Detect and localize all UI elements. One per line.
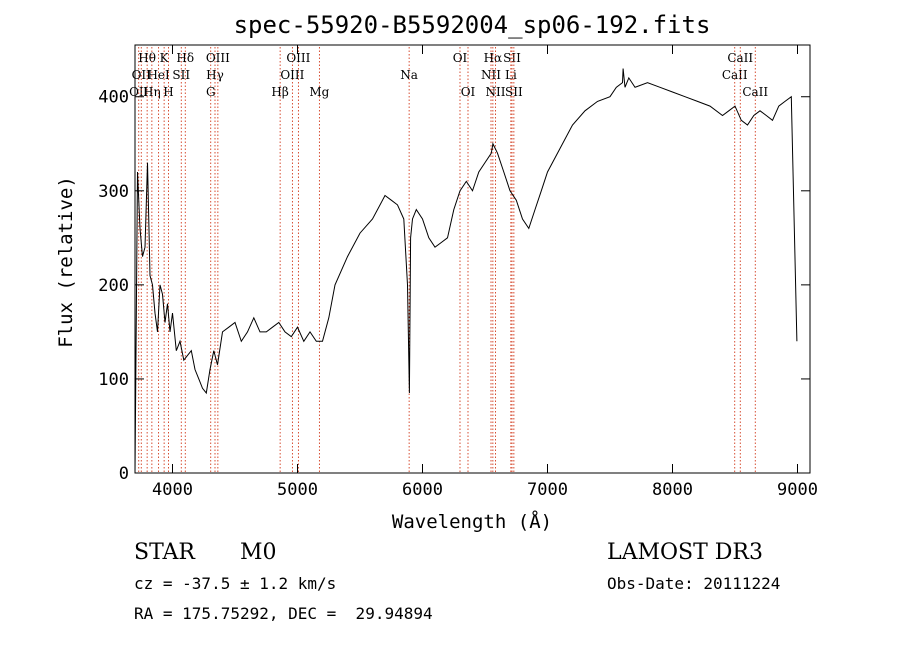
line-marker-label: Mg xyxy=(309,85,329,99)
x-axis-label: Wavelength (Å) xyxy=(392,510,552,533)
line-marker-label: OIII xyxy=(286,51,310,65)
obs-date-text: Obs-Date: 20111224 xyxy=(607,574,781,593)
line-marker-label: NII xyxy=(486,85,506,99)
plot-frame xyxy=(134,44,811,474)
line-marker-label: OII xyxy=(132,68,152,82)
line-marker-label: SII xyxy=(505,85,523,99)
x-tick-label: 6000 xyxy=(402,480,443,500)
y-tick-label: 200 xyxy=(98,276,129,296)
line-marker-label: OI xyxy=(461,85,476,99)
object-class: STAR xyxy=(134,540,195,565)
line-markers: OII OII Hθ Hη HeI K H SII Hδ G Hγ OIII Hβ OIII OIII Mg N… xyxy=(129,47,768,473)
line-marker-label: Hβ xyxy=(271,85,288,99)
line-marker-label: Hδ xyxy=(176,51,194,65)
y-tick-label: 400 xyxy=(98,88,129,108)
line-marker-label: CaII xyxy=(727,51,753,65)
object-subclass: M0 xyxy=(240,540,277,565)
line-marker-label: Na xyxy=(400,68,418,82)
x-tick-label: 8000 xyxy=(652,480,693,500)
line-marker-label: Hθ xyxy=(138,51,156,65)
redshift-text: cz = -37.5 ± 1.2 km/s xyxy=(134,574,337,593)
x-tick-label: 7000 xyxy=(527,480,568,500)
line-marker-label: OIII xyxy=(280,68,304,82)
x-tick-label: 5000 xyxy=(277,480,318,500)
y-axis-label: Flux (relative) xyxy=(55,176,77,348)
survey-name: LAMOST DR3 xyxy=(607,540,763,565)
y-tick-label: 100 xyxy=(98,370,129,390)
spectrum-line xyxy=(134,68,798,474)
ra-dec-text: RA = 175.75292, DEC = 29.94894 xyxy=(134,604,433,623)
line-marker-label: H xyxy=(163,85,173,99)
line-marker-label: OIII xyxy=(206,51,230,65)
line-marker-label: NII xyxy=(481,68,501,82)
line-marker-label: CaII xyxy=(722,68,748,82)
tick-group: 4000 5000 6000 7000 8000 9000 0 100 200 300 400 xyxy=(98,45,818,500)
line-marker-label: CaII xyxy=(742,85,768,99)
line-marker-label: HeI xyxy=(147,68,170,82)
line-marker-label: OII xyxy=(129,85,149,99)
line-marker-label: K xyxy=(160,51,170,65)
x-tick-label: 4000 xyxy=(152,480,193,500)
chart-title: spec-55920-B5592004_sp06-192.fits xyxy=(234,11,711,39)
line-marker-label: Hη xyxy=(143,85,161,99)
line-marker-label: SII xyxy=(172,68,190,82)
line-marker-label: SII xyxy=(503,51,521,65)
line-marker-label: Li xyxy=(505,68,517,82)
line-marker-label: G xyxy=(206,85,216,99)
line-marker-label: OI xyxy=(453,51,468,65)
series-group xyxy=(134,68,798,474)
line-marker-label: Hγ xyxy=(206,68,224,82)
line-marker-label: Hα xyxy=(484,51,503,65)
y-tick-label: 300 xyxy=(98,182,129,202)
y-tick-label: 0 xyxy=(119,464,129,484)
x-tick-label: 9000 xyxy=(777,480,818,500)
